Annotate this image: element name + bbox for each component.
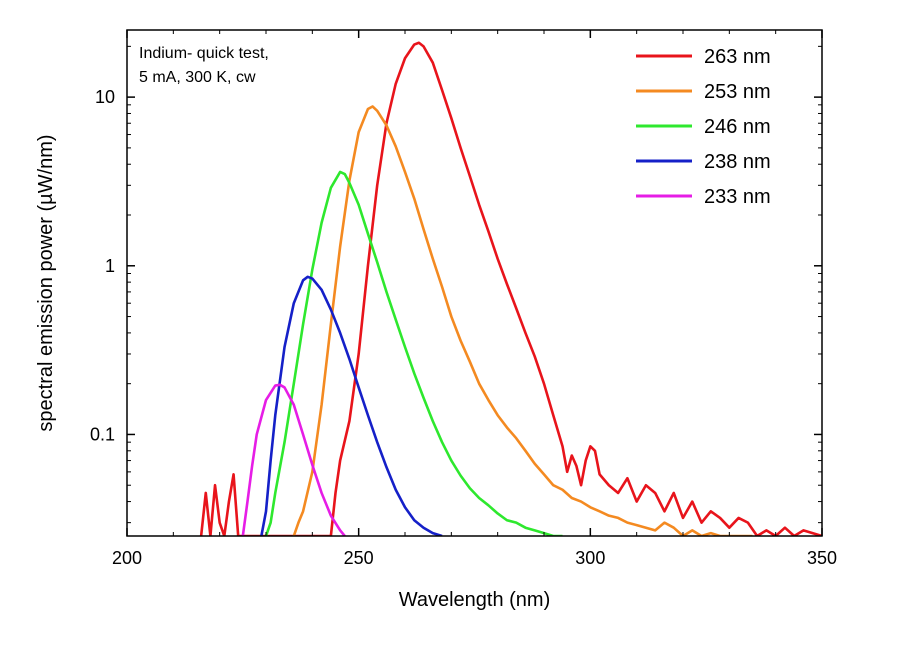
annotation: Indium- quick test, 5 mA, 300 K, cw	[139, 45, 269, 86]
series-line-246-nm	[264, 170, 563, 536]
legend-label: 238 nm	[704, 151, 771, 173]
legend-label: 263 nm	[704, 46, 771, 68]
series-line-238-nm	[260, 275, 443, 536]
x-tick-label: 200	[112, 548, 142, 568]
annotation-line: Indium- quick test,	[139, 45, 269, 62]
legend-label: 253 nm	[704, 81, 771, 103]
series-line-253-nm	[292, 105, 753, 536]
series-line-263-nm	[199, 41, 822, 536]
y-axis: 0.1 1 10	[90, 45, 822, 524]
legend-label: 246 nm	[704, 116, 771, 138]
x-axis-label: Wavelength (nm)	[399, 589, 551, 611]
y-tick-label: 10	[95, 87, 115, 107]
x-tick-label: 300	[575, 548, 605, 568]
x-tick-label: 350	[807, 548, 837, 568]
series-line-233-nm	[241, 383, 346, 536]
plot-frame	[126, 29, 823, 537]
legend: 263 nm 253 nm 246 nm 238 nm 233 nm	[636, 46, 771, 208]
legend-label: 233 nm	[704, 186, 771, 208]
y-tick-label: 1	[105, 256, 115, 276]
plot-area	[199, 41, 822, 536]
x-axis: 200 250 300 350	[112, 30, 837, 568]
annotation-line: 5 mA, 300 K, cw	[139, 69, 256, 86]
y-tick-label: 0.1	[90, 424, 115, 444]
x-tick-label: 250	[344, 548, 374, 568]
y-axis-label: spectral emission power (µW/nm)	[35, 134, 57, 431]
